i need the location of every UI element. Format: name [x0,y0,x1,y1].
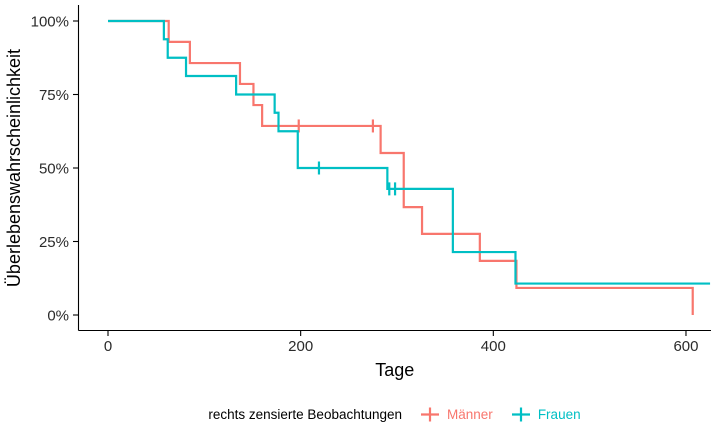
y-tick-label: 100% [31,14,69,31]
x-tick-label: 0 [104,338,112,355]
legend-title: rechts zensierte Beobachtungen [208,406,403,422]
survival-curve-maenner [108,19,694,315]
y-tick-label: 25% [39,234,69,251]
legend-label-maenner: Männer [447,406,493,422]
survival-curve-frauen [108,19,711,285]
censor-plus-icon [421,407,440,421]
y-axis-title: Überlebenswahrscheinlichkeit [4,49,24,287]
x-tick-label: 400 [481,338,506,355]
censor-plus-icon [511,407,530,421]
legend-item-maenner[interactable]: Männer [418,406,493,423]
legend: rechts zensierte Beobachtungen Männer Fr… [78,401,711,427]
legend-label-frauen: Frauen [537,406,581,422]
legend-item-frauen[interactable]: Frauen [509,406,581,423]
x-axis-title: Tage [375,360,414,380]
x-tick-label: 200 [288,338,313,355]
y-tick-label: 0% [47,308,69,325]
y-tick-label: 75% [39,87,69,104]
y-tick-label: 50% [39,161,69,178]
x-tick-label: 600 [673,338,698,355]
